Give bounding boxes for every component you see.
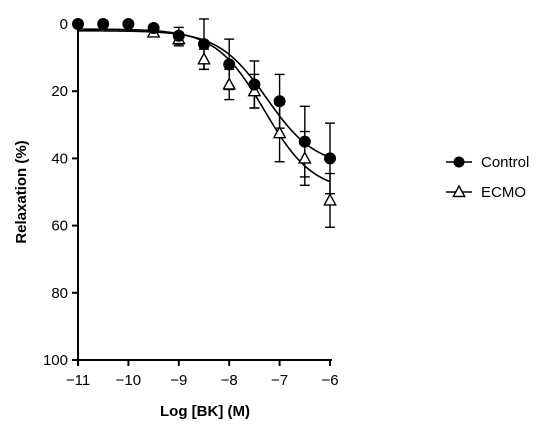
legend-marker-ecmo xyxy=(452,184,466,198)
legend: Control ECMO xyxy=(446,154,529,201)
data-point-control xyxy=(324,152,336,165)
data-point-ecmo xyxy=(323,192,337,206)
y-axis-title: Relaxation (%) xyxy=(13,140,30,243)
y-tick-label: 100 xyxy=(43,352,68,369)
data-point-control xyxy=(273,95,286,108)
y-tick-label: 80 xyxy=(51,285,68,302)
y-tick-label: 60 xyxy=(51,218,68,235)
legend-marker-control xyxy=(453,156,465,168)
data-points xyxy=(72,18,337,206)
data-point-control xyxy=(223,58,236,71)
error-bars xyxy=(173,18,335,228)
x-tick-label: −10 xyxy=(116,372,141,389)
x-tick-label: −9 xyxy=(170,372,187,389)
data-point-control xyxy=(97,18,110,30)
y-tick-label: 0 xyxy=(60,16,68,33)
x-tick-label: −8 xyxy=(221,372,238,389)
data-point-ecmo xyxy=(222,77,237,90)
data-point-control xyxy=(198,38,210,51)
data-point-control xyxy=(147,22,160,35)
data-point-control xyxy=(122,18,135,30)
axes: 0 20 40 60 80 100 −11 −10 −9 −8 −7 −6 xyxy=(43,16,339,389)
y-tick-label: 40 xyxy=(51,150,68,167)
x-tick-label: −7 xyxy=(271,372,288,389)
x-tick-label: −6 xyxy=(321,372,338,389)
data-point-control xyxy=(298,135,311,148)
data-point-ecmo xyxy=(197,51,211,65)
legend-label-control: Control xyxy=(481,154,529,171)
data-point-ecmo xyxy=(272,125,287,139)
data-point-control xyxy=(172,29,185,42)
legend-label-ecmo: ECMO xyxy=(481,184,526,201)
y-tick-label: 20 xyxy=(51,83,68,100)
x-tick-label: −11 xyxy=(66,372,90,389)
data-point-control xyxy=(248,78,261,91)
x-axis-title: Log [BK] (M) xyxy=(160,403,250,420)
data-point-control xyxy=(72,18,84,30)
data-point-ecmo xyxy=(297,150,312,164)
